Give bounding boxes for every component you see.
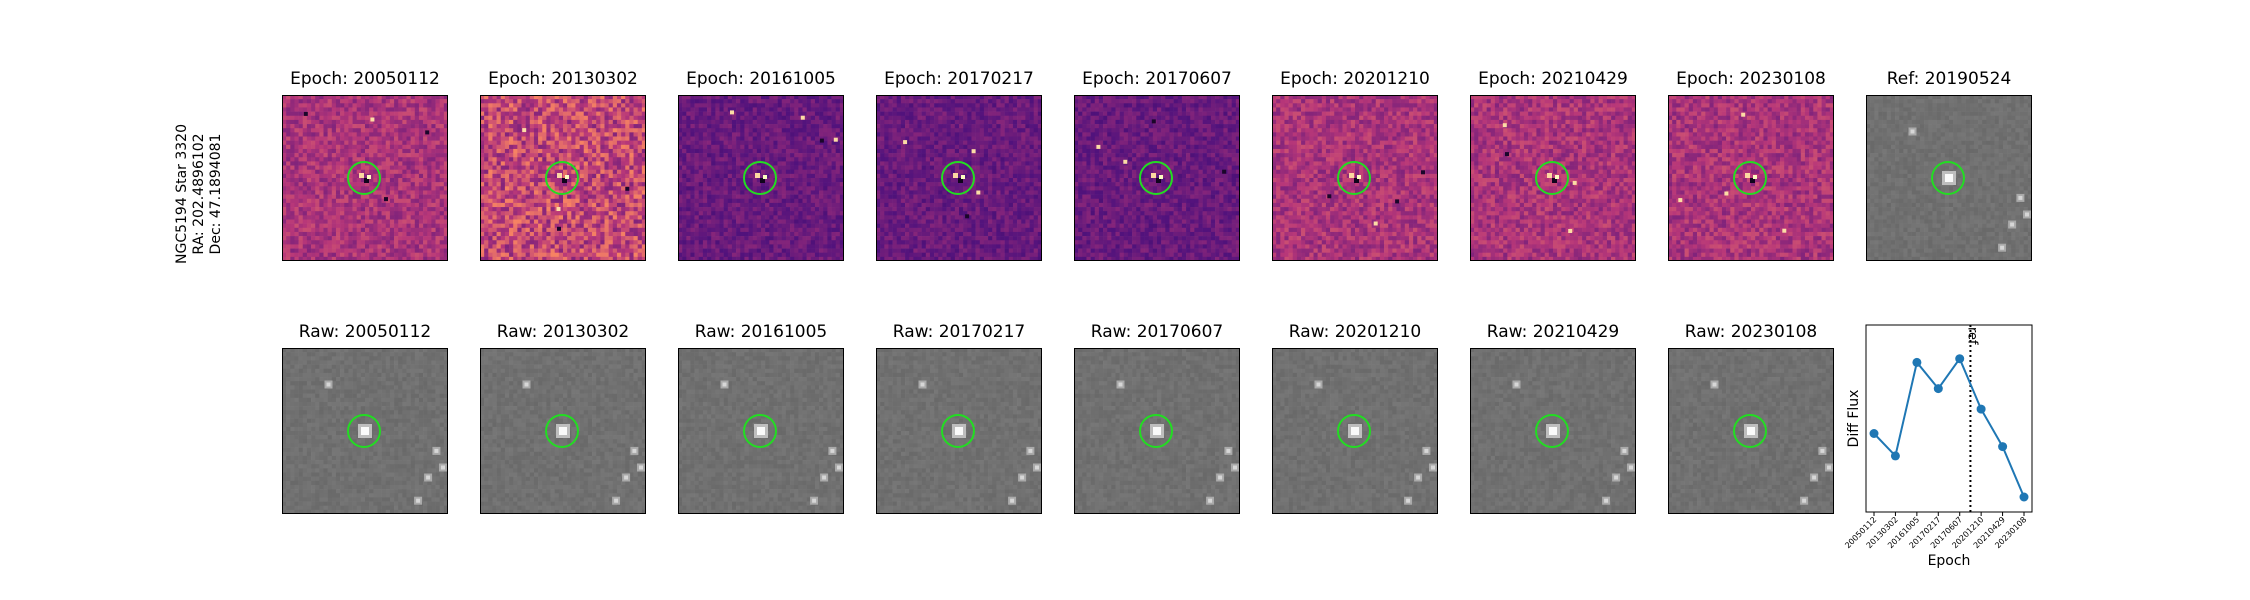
diff-panel-title: Epoch: 20130302 [440, 69, 686, 89]
diff-panel-title: Epoch: 20161005 [638, 69, 884, 89]
raw-image-panel [1074, 348, 1240, 514]
target-circle [347, 161, 381, 195]
raw-panel-title: Raw: 20130302 [440, 322, 686, 342]
diff-panel-title: Epoch: 20050112 [242, 69, 488, 89]
target-circle [1733, 414, 1767, 448]
diff-image-panel [480, 95, 646, 261]
target-circle [1139, 161, 1173, 195]
target-name: NGC5194 Star 3320 [174, 84, 191, 304]
diff-image-panel [1668, 95, 1834, 261]
y-axis-label: Diff Flux [1846, 390, 1862, 448]
lightcurve-point [1890, 451, 1900, 461]
raw-image-panel [678, 348, 844, 514]
raw-panel-title: Raw: 20201210 [1232, 322, 1478, 342]
raw-image-panel [876, 348, 1042, 514]
reference-image-panel [1866, 95, 2032, 261]
diff-image-panel [1470, 95, 1636, 261]
target-circle [545, 414, 579, 448]
diff-image-panel [1074, 95, 1240, 261]
target-circle [347, 414, 381, 448]
target-circle [1733, 161, 1767, 195]
raw-image-panel [480, 348, 646, 514]
target-dec: Dec: 47.1894081 [208, 84, 225, 304]
target-circle [743, 414, 777, 448]
target-circle [941, 414, 975, 448]
lightcurve-point [1955, 354, 1965, 364]
diff-panel-title: Epoch: 20170607 [1034, 69, 1280, 89]
diff-image-panel [678, 95, 844, 261]
raw-panel-title: Raw: 20230108 [1628, 322, 1874, 342]
raw-panel-title: Raw: 20170607 [1034, 322, 1280, 342]
lightcurve-point [2019, 492, 2029, 502]
diff-panel-title: Epoch: 20230108 [1628, 69, 1874, 89]
target-circle [1139, 414, 1173, 448]
diff-panel-title: Epoch: 20210429 [1430, 69, 1676, 89]
diff-panel-title: Epoch: 20170217 [836, 69, 1082, 89]
lightcurve-point [1976, 404, 1986, 414]
raw-image-panel [1668, 348, 1834, 514]
raw-panel-title: Raw: 20170217 [836, 322, 1082, 342]
lightcurve-axes [1865, 324, 2033, 513]
raw-panel-title: Raw: 20050112 [242, 322, 488, 342]
target-circle [1535, 161, 1569, 195]
target-circle [743, 161, 777, 195]
target-circle [1535, 414, 1569, 448]
diff-image-panel [876, 95, 1042, 261]
raw-panel-title: Raw: 20210429 [1430, 322, 1676, 342]
reference-line-label: ref [1964, 327, 1979, 345]
target-label: NGC5194 Star 3320 RA: 202.4896102 Dec: 4… [174, 84, 238, 304]
ref-panel-title: Ref: 20190524 [1826, 69, 2072, 89]
target-circle [545, 161, 579, 195]
x-axis-label: Epoch [1928, 553, 1971, 569]
raw-image-panel [1272, 348, 1438, 514]
lightcurve-chart: ref2005011220130302201610052017021720170… [1843, 324, 2033, 569]
lightcurve-point [1912, 357, 1922, 367]
raw-image-panel [282, 348, 448, 514]
target-ra: RA: 202.4896102 [191, 84, 208, 304]
lightcurve-point [1998, 442, 2008, 452]
diff-image-panel [1272, 95, 1438, 261]
target-circle [1337, 414, 1371, 448]
target-circle [941, 161, 975, 195]
lightcurve-series [1873, 356, 2025, 498]
lightcurve-point [1933, 384, 1943, 394]
diff-image-panel [282, 95, 448, 261]
raw-panel-title: Raw: 20161005 [638, 322, 884, 342]
lightcurve-point [1869, 429, 1879, 438]
target-circle [1931, 161, 1965, 195]
diff-panel-title: Epoch: 20201210 [1232, 69, 1478, 89]
raw-image-panel [1470, 348, 1636, 514]
target-circle [1337, 161, 1371, 195]
